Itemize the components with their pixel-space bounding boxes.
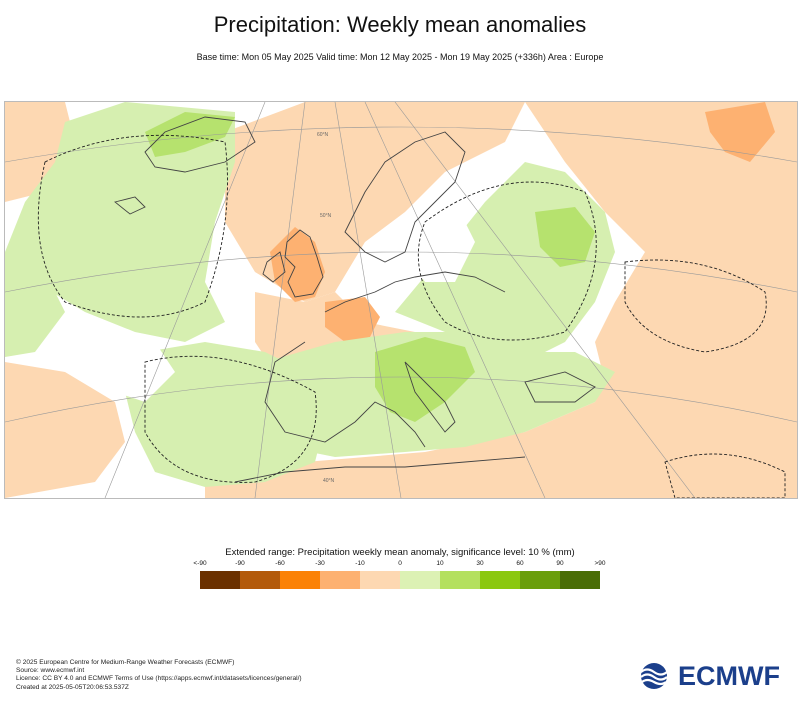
dry-region-south <box>205 372 705 498</box>
legend-color-box <box>320 571 360 589</box>
legend-color-box <box>440 571 480 589</box>
legend-color-box <box>520 571 560 589</box>
significance-contours <box>37 134 786 498</box>
lat-label-40: 40°N <box>323 478 335 484</box>
footer-created: Created at 2025-05-05T20:06:53.537Z <box>16 683 129 691</box>
no-signal-central <box>405 202 475 282</box>
legend-color-box <box>240 571 280 589</box>
legend-color-box <box>200 571 240 589</box>
legend-tick: -60 <box>275 560 285 567</box>
no-signal-iberia-gap <box>95 332 175 402</box>
wet-region-west-channel <box>5 252 65 357</box>
dry-region-northwest <box>5 102 75 202</box>
wet-patch-east-europe <box>535 207 595 267</box>
footer-credits: © 2025 European Centre for Medium-Range … <box>16 659 302 692</box>
lat-label-50: 50°N <box>320 213 332 219</box>
legend-ticks: <-90 -90 -60 -30 -10 0 10 30 60 90 >90 <box>193 560 605 570</box>
wet-patch-italy <box>375 337 475 422</box>
map-subtitle: Base time: Mon 05 May 2025 Valid time: M… <box>196 52 604 62</box>
legend-color-box <box>560 571 600 589</box>
legend-tick: 90 <box>556 560 564 567</box>
footer-licence: Licence: CC BY 4.0 and ECMWF Terms of Us… <box>16 675 302 683</box>
ecmwf-wave-icon <box>640 663 668 689</box>
dry-patch-arctic <box>705 102 775 162</box>
legend-color-box <box>360 571 400 589</box>
legend-tick: 60 <box>516 560 524 567</box>
legend-tick: -30 <box>315 560 325 567</box>
map-title: Precipitation: Weekly mean anomalies <box>213 12 587 37</box>
footer-copyright: © 2025 European Centre for Medium-Range … <box>16 659 235 666</box>
legend-color-box <box>400 571 440 589</box>
dry-region-southwest <box>5 362 125 498</box>
legend-tick: 30 <box>476 560 484 567</box>
ecmwf-logo: ECMWF <box>636 660 786 692</box>
legend-tick: 10 <box>436 560 444 567</box>
legend-tick: 0 <box>398 560 402 567</box>
legend-tick: <-90 <box>193 560 207 567</box>
legend-tick: -10 <box>355 560 365 567</box>
ecmwf-logo-text: ECMWF <box>678 660 780 691</box>
legend-colorbar <box>200 571 600 589</box>
dry-patch-british-isles <box>270 227 325 302</box>
dry-region-northeast <box>525 102 797 498</box>
legend-tick: -90 <box>235 560 245 567</box>
precipitation-anomaly-map: 60°N 50°N 40°N <box>4 101 798 499</box>
map-canvas: 60°N 50°N 40°N <box>5 102 797 498</box>
wet-region-north-atlantic <box>5 102 235 342</box>
coastlines <box>114 116 596 483</box>
dry-patch-france <box>325 297 380 342</box>
wet-patch-greenland <box>145 112 235 157</box>
footer-source: Source: www.ecmwf.int <box>16 667 85 675</box>
lat-label-60: 60°N <box>317 132 329 138</box>
graticule <box>5 102 797 498</box>
legend-tick: >90 <box>594 560 606 567</box>
legend-color-box <box>280 571 320 589</box>
legend-title: Extended range: Precipitation weekly mea… <box>225 547 575 558</box>
legend-color-box <box>480 571 520 589</box>
